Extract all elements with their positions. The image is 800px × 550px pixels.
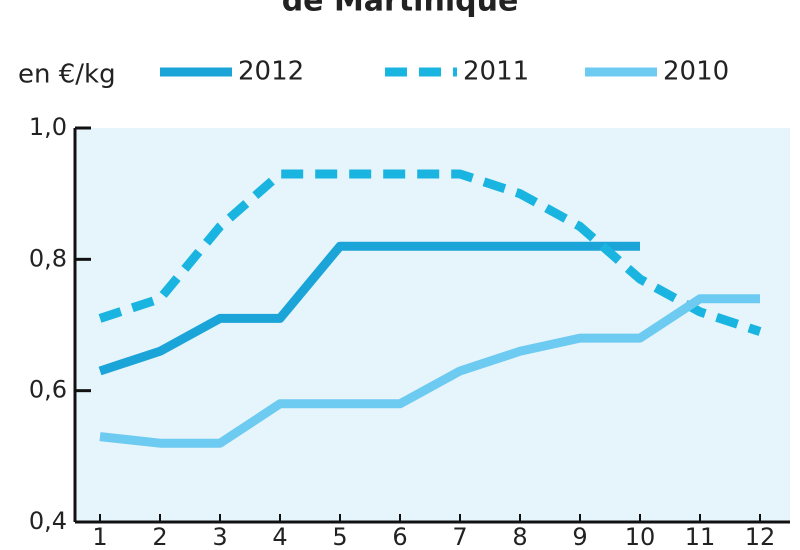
plot-area bbox=[75, 128, 790, 522]
legend-label: 2010 bbox=[663, 57, 729, 87]
x-tick-label: 7 bbox=[452, 523, 467, 550]
y-tick-label: 0,4 bbox=[29, 507, 67, 535]
x-tick-label: 6 bbox=[392, 523, 407, 550]
line-series bbox=[98, 241, 640, 376]
legend-label: 2012 bbox=[238, 57, 304, 87]
x-tick-label: 12 bbox=[745, 523, 776, 550]
x-tick-label: 4 bbox=[272, 523, 287, 550]
line-series bbox=[98, 169, 762, 336]
legend-label: 2011 bbox=[463, 57, 529, 87]
x-tick-label: 5 bbox=[332, 523, 347, 550]
x-tick-label: 10 bbox=[625, 523, 656, 550]
x-tick-label: 8 bbox=[512, 523, 527, 550]
x-tick-label: 11 bbox=[685, 523, 716, 550]
y-axis-label: en €/kg bbox=[18, 60, 116, 90]
x-tick-label: 9 bbox=[572, 523, 587, 550]
y-tick-label: 1,0 bbox=[29, 113, 67, 141]
line-series bbox=[99, 294, 760, 448]
x-tick-label: 2 bbox=[152, 523, 167, 550]
x-tick-label: 3 bbox=[212, 523, 227, 550]
y-tick-label: 0,6 bbox=[29, 376, 67, 404]
chart-title: de Martinique bbox=[282, 0, 519, 19]
y-tick-label: 0,8 bbox=[29, 244, 67, 272]
x-tick-label: 1 bbox=[92, 523, 107, 550]
